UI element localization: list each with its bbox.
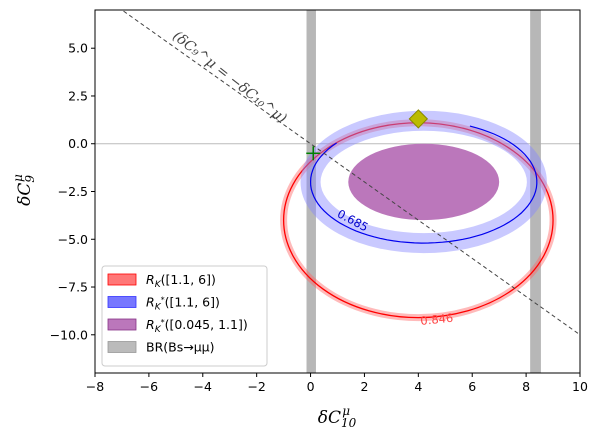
y-tick-label-5: 2.5 bbox=[68, 88, 88, 103]
diagonal-annotation: (δC₉^μ = −δC₁₀^μ) bbox=[169, 28, 289, 127]
x-tick-label-2: −4 bbox=[194, 379, 212, 394]
x-tick-label-0: −8 bbox=[86, 379, 104, 394]
x-tick-label-8: 8 bbox=[522, 379, 530, 394]
y-tick-label-3: −2.5 bbox=[58, 184, 88, 199]
br-band-0 bbox=[306, 10, 316, 373]
legend-swatch-0 bbox=[107, 273, 137, 286]
legend-swatch-2 bbox=[107, 318, 137, 331]
y-tick-label-0: −10.0 bbox=[50, 327, 88, 342]
legend-label-1: RK*([1.1, 6]) bbox=[146, 295, 220, 313]
marker-best-fit bbox=[408, 109, 429, 129]
rkstar-contour bbox=[309, 125, 538, 244]
legend-label-0: RK([1.1, 6]) bbox=[146, 272, 216, 290]
x-axis: −8 −6 −4 −2 0 2 4 6 8 10 bbox=[86, 373, 588, 394]
y-axis-label: δC9μ bbox=[11, 174, 37, 206]
y-tick-label-2: −5.0 bbox=[58, 232, 88, 247]
marker-SM-cross bbox=[306, 146, 321, 161]
x-axis-label: δC10μ bbox=[318, 404, 357, 430]
legend: RK([1.1, 6]) RK*([1.1, 6]) RK*([0.045, 1.1… bbox=[101, 265, 268, 367]
legend-label-2: RK*([0.045, 1.1]) bbox=[146, 317, 248, 335]
legend-label-3: BR(Bs→μμ) bbox=[146, 340, 214, 355]
y-tick-label-1: −7.5 bbox=[58, 280, 88, 295]
diagonal-line bbox=[121, 10, 580, 336]
x-tick-label-6: 4 bbox=[414, 379, 422, 394]
legend-swatch-1 bbox=[107, 296, 137, 308]
x-tick-label-1: −6 bbox=[140, 379, 158, 394]
x-tick-label-3: −2 bbox=[247, 379, 265, 394]
contour-label-0: 0.846 bbox=[420, 311, 454, 328]
x-tick-label-7: 6 bbox=[468, 379, 476, 394]
legend-swatch-3 bbox=[107, 341, 137, 353]
x-tick-label-4: 0 bbox=[307, 379, 315, 394]
x-tick-label-9: 10 bbox=[572, 379, 588, 394]
legend-box bbox=[101, 265, 268, 367]
y-tick-label-4: 0.0 bbox=[68, 136, 88, 151]
x-tick-label-5: 2 bbox=[360, 379, 368, 394]
y-axis: −10.0 −7.5 −5.0 −2.5 0.0 2.5 5.0 bbox=[50, 41, 95, 342]
rkstar-low-region bbox=[348, 143, 500, 221]
y-tick-label-6: 5.0 bbox=[68, 41, 88, 56]
